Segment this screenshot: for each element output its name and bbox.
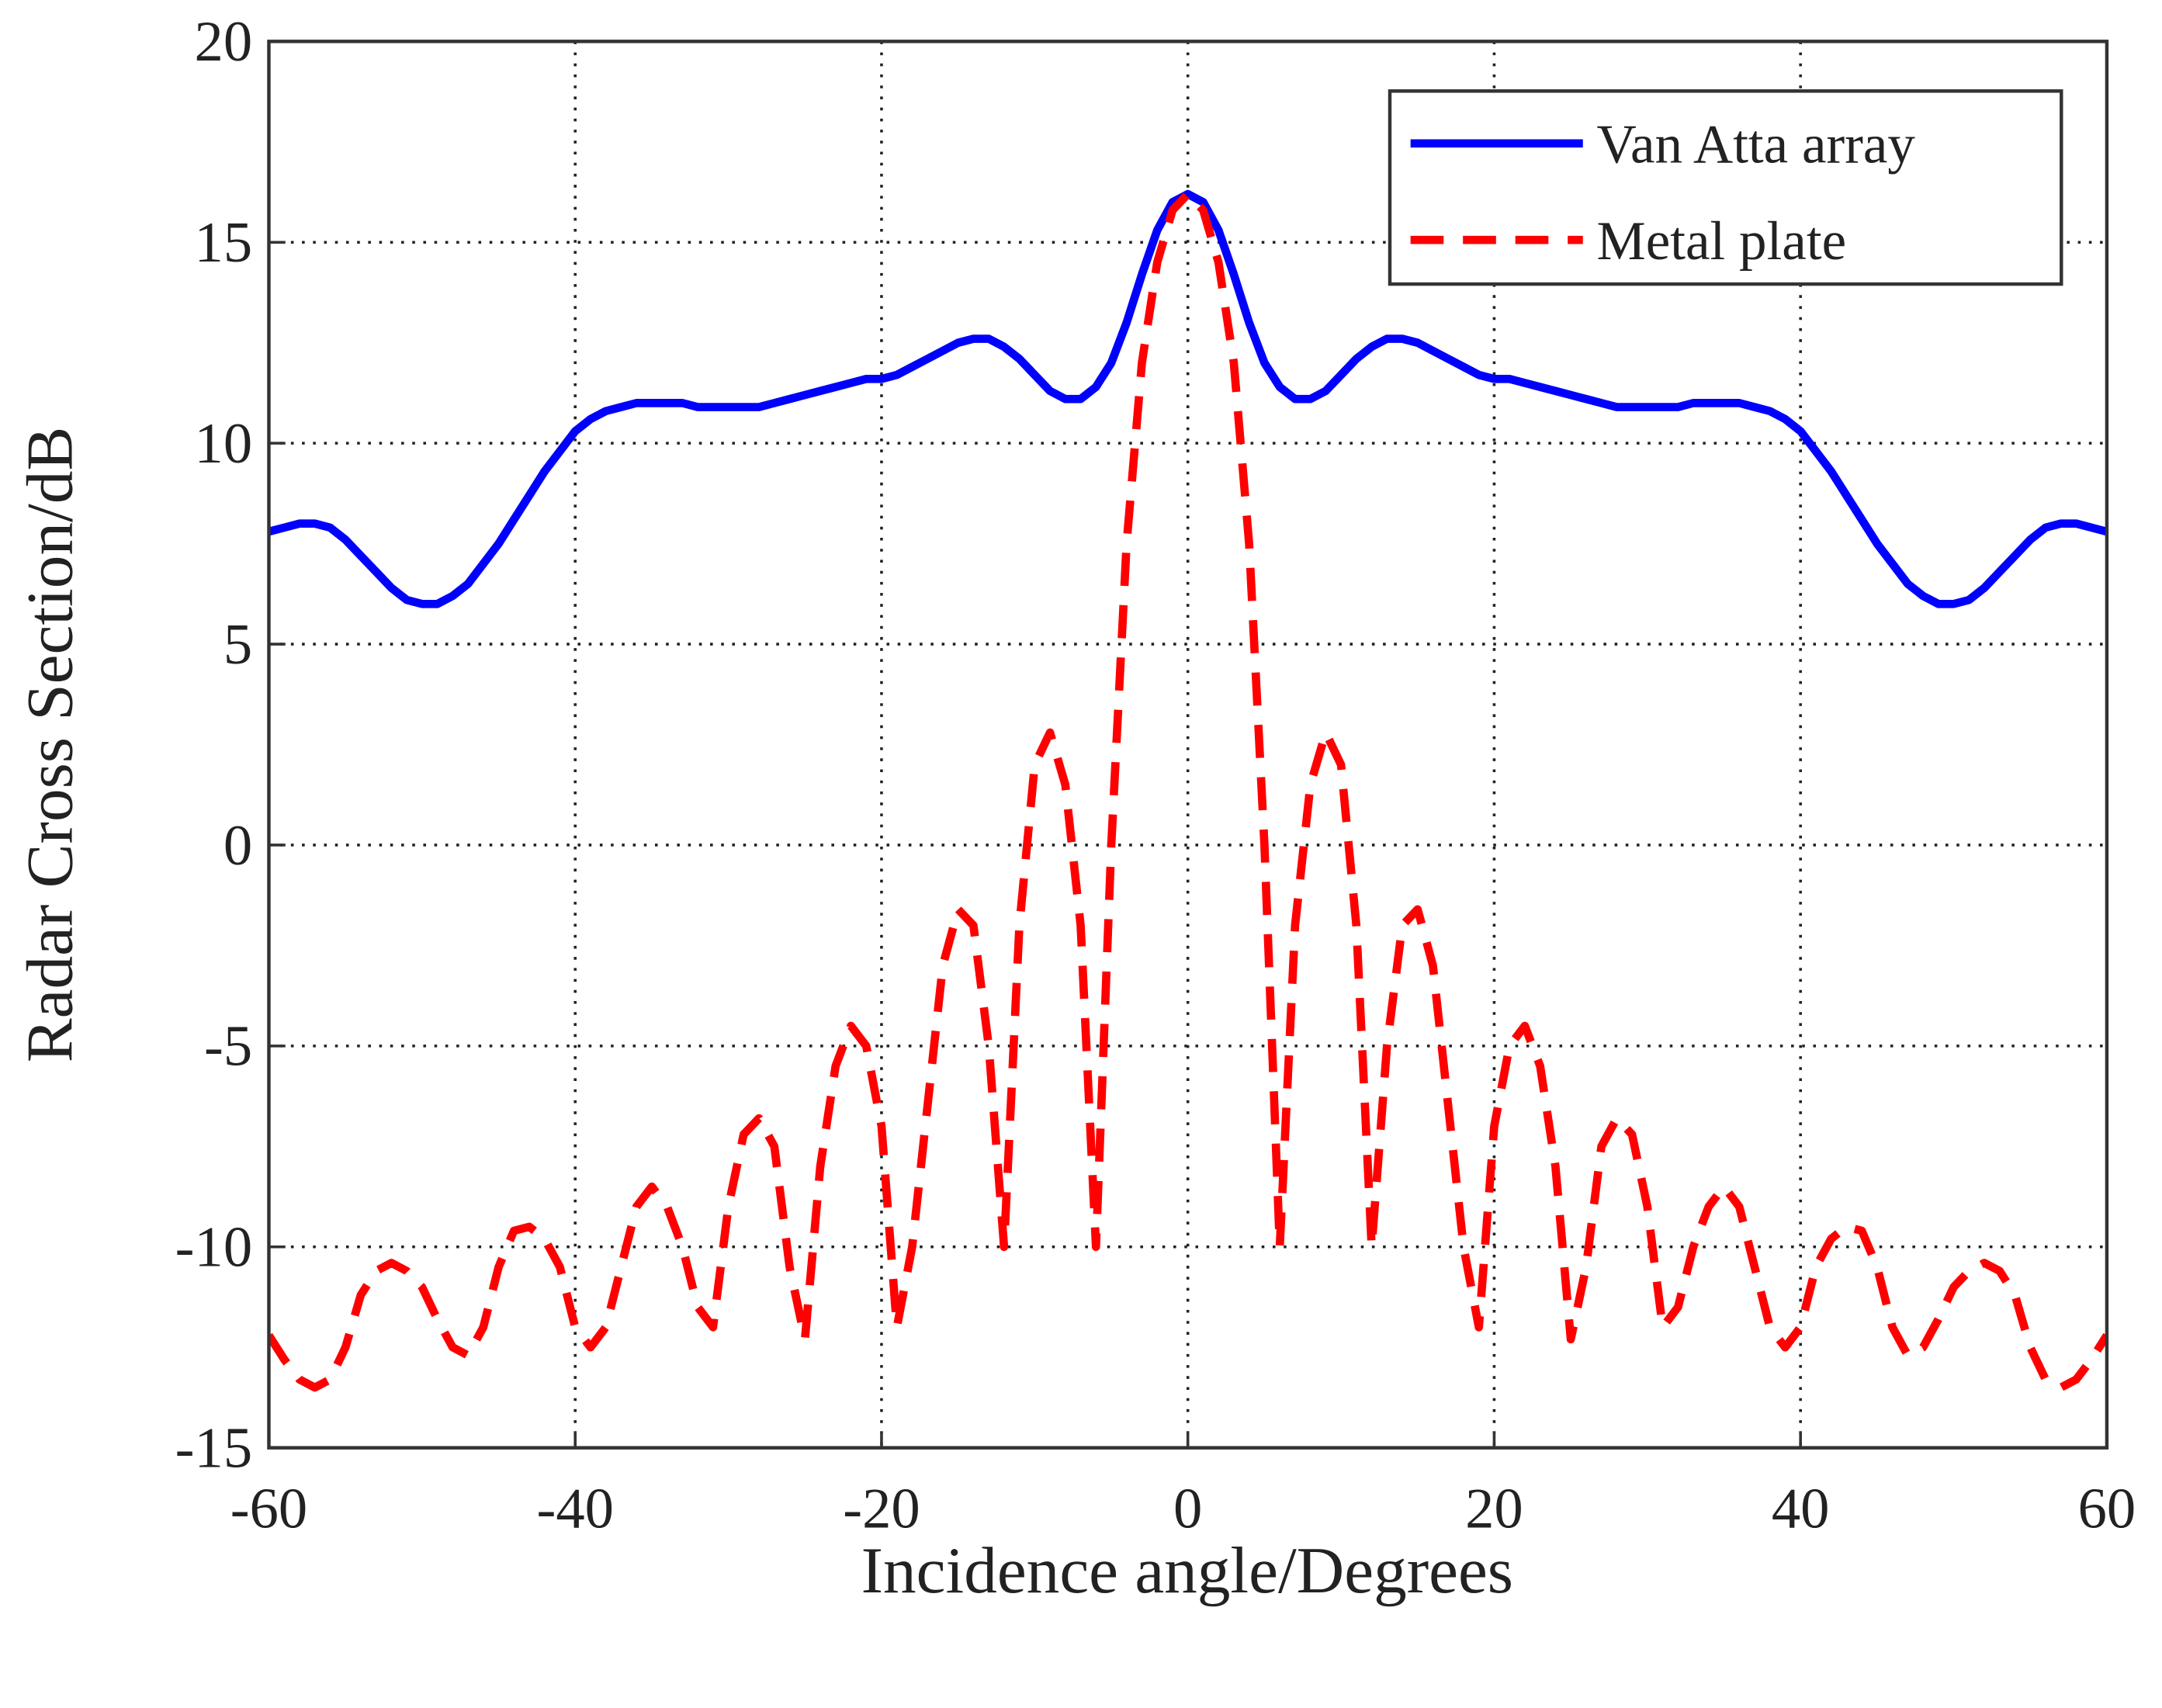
y-tick-label: -5	[204, 1015, 252, 1079]
x-tick-label: -40	[536, 1478, 613, 1541]
x-tick-label: 0	[1173, 1478, 1202, 1541]
ticks: -60 -40 -20 0 20 40 60 -15 -10 -5 0 5 10 15 20	[175, 10, 2136, 1541]
legend: Van Atta array Metal plate	[1388, 89, 2063, 286]
legend-label: Metal plate	[1597, 211, 1847, 272]
x-tick-label: -20	[843, 1478, 920, 1541]
series-line	[269, 189, 2107, 608]
y-tick-label: 20	[195, 10, 253, 74]
y-tick-label: 5	[223, 613, 252, 677]
x-tick-label: 60	[2078, 1478, 2136, 1541]
series-group	[269, 189, 2107, 1392]
legend-box	[1388, 89, 2063, 286]
legend-label: Van Atta array	[1597, 115, 1916, 175]
y-tick-label: 10	[195, 412, 253, 476]
y-tick-label: 0	[223, 814, 252, 878]
y-tick-label: -10	[175, 1216, 252, 1280]
x-tick-label: 40	[1772, 1478, 1830, 1541]
y-tick-label: -15	[175, 1417, 252, 1481]
y-tick-label: 15	[195, 211, 253, 275]
x-axis-label: Incidence angle/Degrees	[861, 1534, 1513, 1607]
x-tick-label: -60	[230, 1478, 307, 1541]
x-tick-label: 20	[1465, 1478, 1523, 1541]
y-axis-label: Radar Cross Section/dB	[13, 427, 86, 1062]
